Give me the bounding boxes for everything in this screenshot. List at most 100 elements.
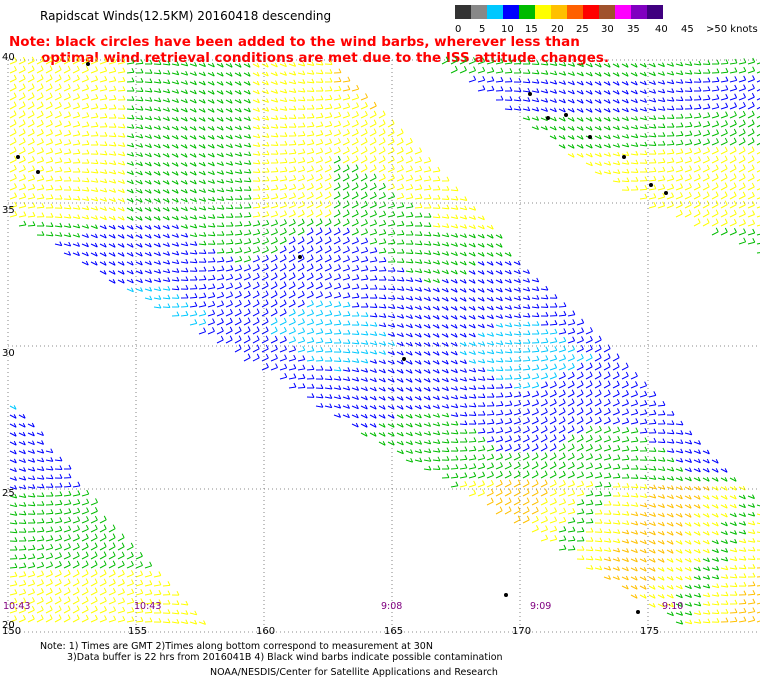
wind-barb: [468, 411, 477, 416]
wind-barb: [279, 158, 288, 164]
wind-barb: [441, 412, 450, 418]
wind-barb: [378, 303, 387, 309]
wind-barb: [234, 134, 242, 140]
wind-barb: [603, 371, 611, 380]
wind-barb: [144, 278, 153, 283]
wind-barb: [234, 72, 242, 77]
wind-barb: [639, 167, 648, 173]
wind-barb: [315, 156, 324, 164]
wind-barb: [297, 70, 306, 76]
wind-barb: [18, 484, 27, 490]
wind-barb: [288, 131, 297, 137]
wind-barb: [333, 218, 341, 227]
wind-barb: [585, 407, 593, 416]
wind-barb: [252, 255, 260, 263]
wind-barb: [702, 218, 710, 227]
wind-barb: [54, 508, 63, 515]
wind-barb: [207, 71, 215, 77]
wind-barb: [324, 182, 332, 191]
lat-label-25: 25: [2, 488, 15, 499]
wind-barb: [648, 493, 657, 499]
wind-barb: [279, 254, 287, 263]
wind-barb: [387, 155, 395, 164]
wind-barb: [486, 462, 495, 470]
wind-barb: [657, 530, 665, 536]
wind-barb: [63, 232, 72, 238]
wind-barb: [315, 393, 324, 399]
wind-barb: [549, 116, 557, 122]
wind-barb: [702, 103, 711, 110]
wind-barb: [756, 549, 760, 551]
wind-barb: [333, 385, 342, 391]
wind-barb: [36, 535, 45, 542]
wind-barb: [738, 573, 747, 578]
wind-barb: [693, 539, 701, 545]
wind-barb: [261, 237, 270, 245]
wind-barb: [162, 303, 171, 309]
wind-barb: [288, 201, 296, 209]
wind-barb: [117, 270, 125, 275]
wind-barb: [36, 440, 45, 445]
wind-barb: [414, 369, 422, 374]
wind-barb: [324, 328, 333, 335]
wind-barb: [531, 408, 539, 416]
wind-barb: [558, 116, 566, 122]
wind-barb: [261, 219, 270, 227]
wind-barb: [639, 576, 647, 581]
wind-barb: [324, 209, 332, 218]
wind-barb: [315, 112, 324, 119]
wind-barb: [684, 504, 692, 509]
wind-barb: [711, 583, 720, 589]
wind-barb: [252, 290, 260, 299]
wind-barb: [144, 570, 153, 578]
wind-barb: [333, 236, 341, 245]
lon-label-160: 160: [256, 626, 276, 637]
wind-barb: [666, 457, 675, 463]
wind-barb: [333, 68, 342, 74]
wind-barb: [45, 596, 53, 605]
wind-barb: [657, 429, 666, 434]
wind-barb: [81, 186, 90, 192]
wind-barb: [234, 143, 243, 148]
wind-barb: [738, 607, 747, 614]
wind-barb: [306, 393, 315, 398]
wind-barb: [684, 200, 692, 209]
wind-barb: [297, 299, 305, 308]
wind-barb: [36, 552, 45, 560]
wind-barb: [522, 373, 531, 380]
wind-barb: [720, 155, 728, 164]
wind-barb: [216, 72, 224, 77]
wind-barb: [612, 519, 621, 525]
wind-barb: [36, 561, 45, 569]
wind-barb: [180, 89, 188, 95]
wind-barb: [432, 404, 440, 410]
wind-barb: [549, 407, 557, 416]
wind-barb: [360, 395, 368, 401]
wind-barb: [9, 119, 17, 128]
wind-barb: [72, 223, 81, 229]
wind-barb: [558, 434, 566, 443]
wind-barb: [414, 305, 422, 311]
wind-barb: [486, 296, 494, 302]
wind-barb: [720, 102, 729, 110]
wind-barb: [396, 128, 404, 137]
wind-barb: [729, 67, 738, 74]
wind-barb: [603, 63, 611, 68]
wind-barb: [288, 327, 296, 335]
wind-barb: [504, 252, 512, 257]
wind-barb: [648, 167, 657, 173]
wind-barb: [207, 214, 216, 219]
wind-barb: [9, 405, 17, 410]
wind-barb: [486, 444, 495, 452]
wind-barb: [162, 581, 171, 587]
wind-barb: [450, 242, 458, 247]
wind-barb: [576, 336, 584, 344]
wind-barb: [135, 616, 144, 623]
wind-barb: [72, 186, 81, 192]
wind-barb: [153, 180, 161, 185]
wind-barb: [9, 563, 18, 569]
wind-barb: [576, 499, 585, 506]
wind-barb: [387, 368, 395, 374]
wind-barb: [342, 164, 350, 173]
wind-barb: [531, 416, 539, 425]
